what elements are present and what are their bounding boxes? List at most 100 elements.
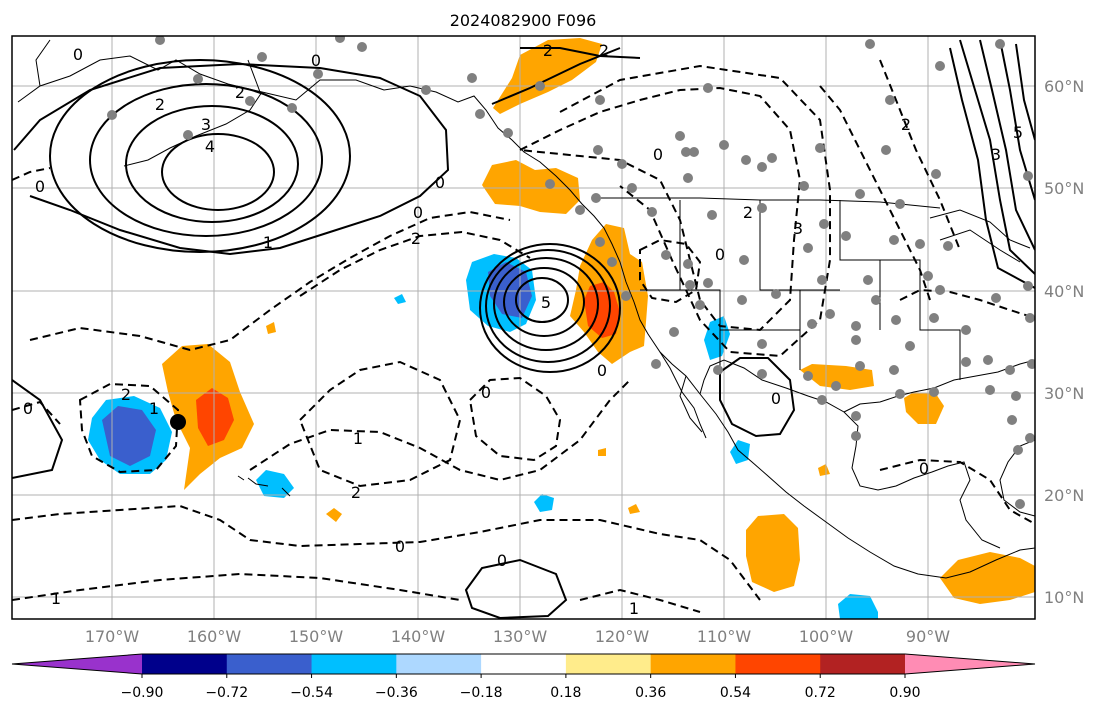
station-dots [107, 36, 1035, 509]
contour-neg-pacific-6 [249, 379, 631, 482]
contour-label: 0 [311, 51, 321, 70]
contour-labels: 0 2 2 3 4 1 0 2 2 0 0 0 2 1 2 0 0 0 1 2 [23, 41, 1023, 618]
contour-label: 2 [155, 95, 165, 114]
colorbar-segment [142, 654, 228, 674]
lat-label: 40°N [1044, 282, 1084, 301]
contours-solid [12, 39, 1035, 619]
shade-negative-south [838, 594, 878, 619]
contour-label: 5 [541, 293, 551, 312]
contour-label: 2 [743, 203, 753, 222]
contour-label: 5 [1013, 123, 1023, 142]
lat-label: 30°N [1044, 384, 1084, 403]
contour-neg-east-1 [879, 458, 1035, 525]
colorbar-segment [820, 654, 906, 674]
lon-label: 140°W [391, 627, 446, 646]
colorbar-tick-label: 0.54 [720, 685, 751, 701]
shade-positive-small-d [818, 464, 830, 476]
lat-label: 20°N [1044, 486, 1084, 505]
contour-northeast-2 [520, 47, 641, 59]
colorbar-tick-label: 0.18 [550, 685, 581, 701]
contour-neg-east-3 [899, 288, 1035, 319]
colorbar-segment [650, 654, 736, 674]
colorbar-tick-label: −0.54 [290, 685, 333, 701]
figure-title: 2024082900 F096 [450, 11, 597, 30]
colorbar-segment [735, 654, 821, 674]
contour-label: 0 [481, 383, 491, 402]
map-background [12, 36, 1035, 619]
shade-negative-small [534, 494, 554, 512]
shade-positive-small-c [628, 504, 640, 514]
colorbar-tick-label: −0.18 [460, 685, 503, 701]
lat-label: 50°N [1044, 179, 1084, 198]
shade-positive-gulf [904, 392, 944, 424]
contour-neg-pacific-8 [78, 382, 180, 474]
contour-neg-trough-3 [819, 85, 931, 301]
contour-label: 0 [413, 203, 423, 222]
contour-label: 1 [263, 233, 273, 252]
shaded-fields [88, 38, 1035, 619]
contour-center-3 [493, 257, 599, 351]
contour-east-2 [979, 39, 1035, 251]
shade-strong-negative-offshore [488, 262, 532, 318]
contour-label: 0 [597, 361, 607, 380]
contour-neg-west-1 [12, 167, 51, 181]
lat-axis: 60°N 50°N 40°N 30°N 20°N 10°N [1044, 77, 1084, 607]
shade-negative-small-b [394, 294, 406, 304]
contour-label: 1 [629, 599, 639, 618]
contour-neg-trough-2 [559, 64, 831, 358]
contour-label: 2 [351, 483, 361, 502]
colorbar-tick-label: −0.72 [205, 685, 248, 701]
contour-east-1 [959, 39, 1035, 275]
contour-label: 1 [149, 399, 159, 418]
contour-label: 1 [51, 589, 61, 608]
contour-label: 0 [715, 245, 725, 264]
contour-label: 2 [543, 41, 553, 60]
colorbar-segment [396, 654, 482, 674]
lon-label: 150°W [289, 627, 344, 646]
shade-strong-negative-hawaii-west [102, 406, 156, 466]
contour-label: 0 [395, 537, 405, 556]
contour-center-5 [479, 243, 621, 373]
contour-neg-pacific-5 [298, 360, 462, 488]
shade-strong-positive-central-pacific [196, 388, 234, 446]
contour-southwest [464, 558, 568, 619]
contour-label: 3 [991, 145, 1001, 164]
shade-positive-small-e [598, 448, 606, 456]
contour-label: 2 [121, 385, 131, 404]
shade-positive-central-america [940, 552, 1035, 604]
contour-low-3 [125, 105, 299, 223]
colorbar-tick-label: 0.72 [805, 685, 836, 701]
contour-east-4 [1015, 43, 1035, 141]
contour-label: 3 [201, 115, 211, 134]
lon-label: 100°W [799, 627, 854, 646]
lat-label: 10°N [1044, 588, 1084, 607]
colorbar-extend-high [905, 654, 1035, 674]
map-frame [11, 35, 1036, 620]
contour-label: 2 [235, 83, 245, 102]
colorbar-tick-label: −0.36 [375, 685, 418, 701]
colorbar-segment [226, 654, 313, 674]
contour-label: 0 [23, 399, 33, 418]
contour-label: 0 [73, 45, 83, 64]
shade-positive-texas [800, 364, 874, 390]
contour-center-4 [485, 249, 611, 363]
contour-neg-trough-1 [516, 86, 802, 332]
highlight-marker [170, 414, 186, 430]
lon-label: 120°W [595, 627, 650, 646]
colorbar-segment [565, 654, 652, 674]
colorbar-segment [481, 654, 567, 674]
contour-label: 2 [411, 229, 421, 248]
contour-label: 0 [497, 551, 507, 570]
contour-label: 2 [901, 115, 911, 134]
contour-east-5 [949, 47, 1035, 289]
lon-label: 90°W [906, 627, 950, 646]
contour-center-1 [515, 277, 569, 323]
contour-west-edge [12, 379, 64, 479]
lon-label: 130°W [493, 627, 548, 646]
contour-neg-sw-1 [12, 400, 61, 425]
lon-label: 110°W [697, 627, 752, 646]
colorbar-tick-label: 0.36 [635, 685, 666, 701]
contour-low-1 [49, 59, 351, 253]
map-panel: 0 2 2 3 4 1 0 2 2 0 0 0 2 1 2 0 0 0 1 2 [11, 35, 1036, 620]
